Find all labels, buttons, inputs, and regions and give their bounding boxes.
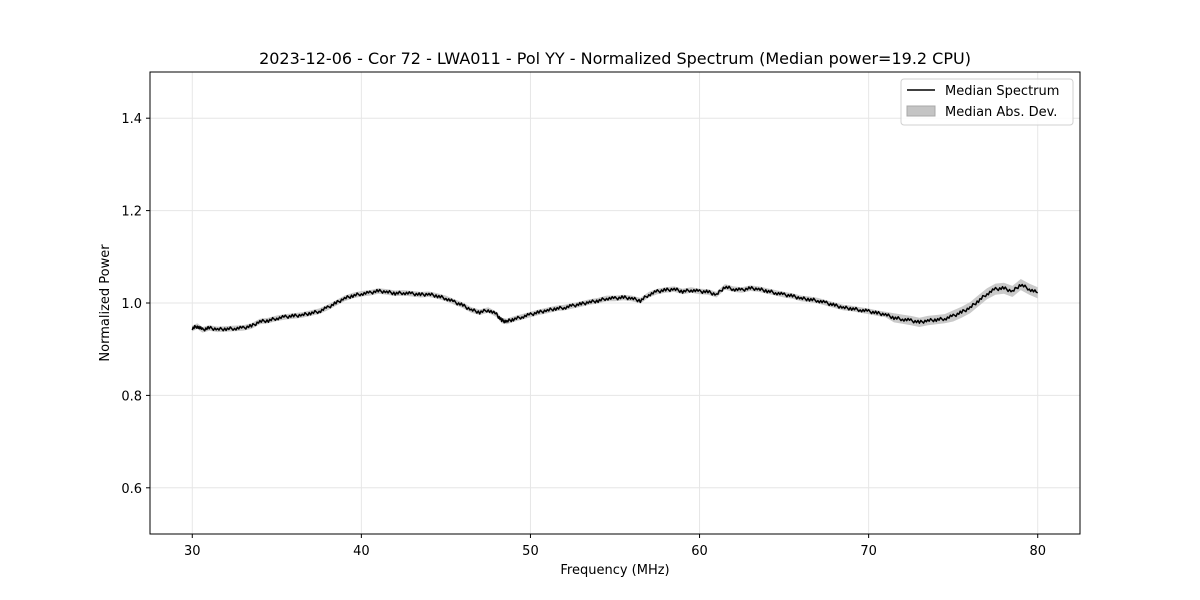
x-tick-label: 40 [353,544,370,559]
y-axis-label: Normalized Power [98,244,113,362]
y-tick-label: 1.0 [121,297,142,312]
x-tick-label: 70 [860,544,877,559]
y-axis-ticks: 0.6 0.8 1.0 1.2 1.4 [121,112,150,497]
y-tick-label: 0.6 [121,482,142,497]
median-spectrum-line-group [191,283,1038,332]
legend: Median Spectrum Median Abs. Dev. [900,78,1074,126]
y-tick-label: 0.8 [121,389,142,404]
x-tick-label: 80 [1029,544,1046,559]
x-tick-label: 30 [184,544,201,559]
legend-label-median-abs-dev: Median Abs. Dev. [945,105,1057,120]
legend-frame [900,78,1074,126]
x-tick-label: 60 [691,544,708,559]
legend-label-median-spectrum: Median Spectrum [945,84,1059,99]
y-tick-label: 1.2 [121,205,142,220]
x-axis-label: Frequency (MHz) [560,563,669,578]
median-spectrum-line [191,283,1038,332]
y-tick-label: 1.4 [121,112,142,127]
x-tick-label: 50 [522,544,539,559]
chart-title: 2023-12-06 - Cor 72 - LWA011 - Pol YY - … [259,49,971,68]
x-axis-ticks: 30 40 50 60 70 80 [184,534,1046,559]
legend-band-swatch [906,105,936,117]
